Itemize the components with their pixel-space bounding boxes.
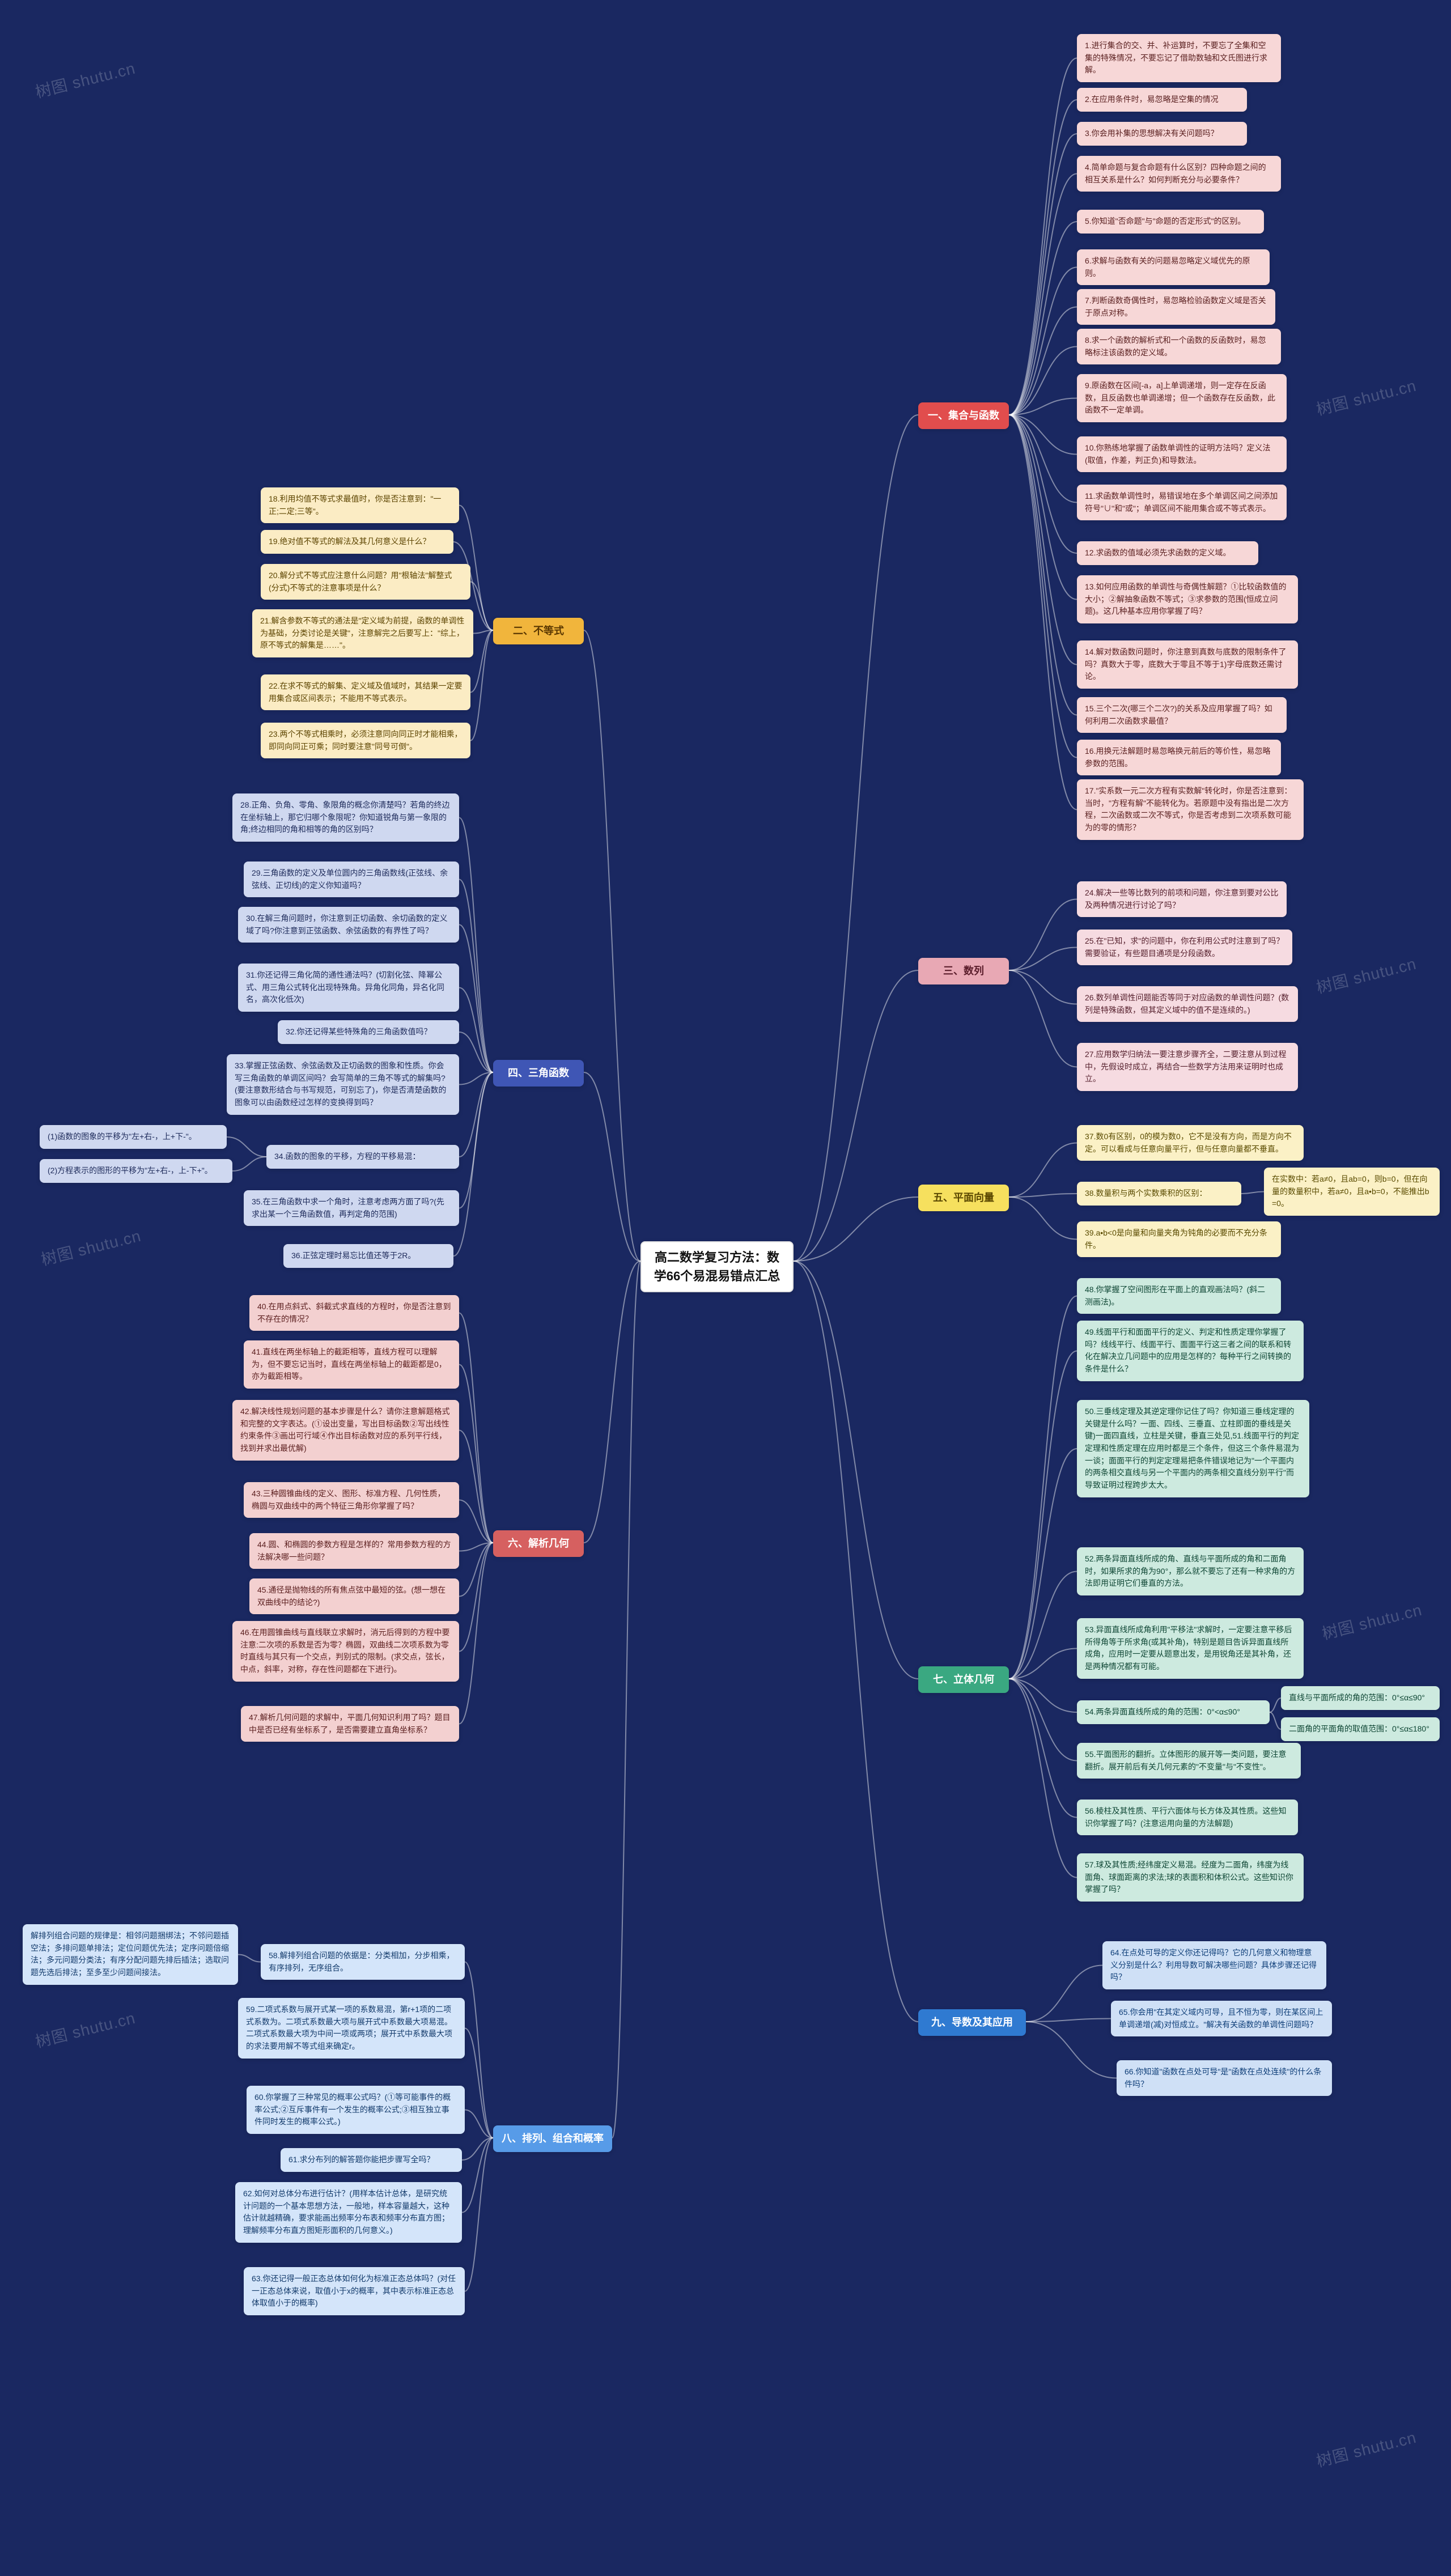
leaf: 5.你知道"否命题"与"命题的否定形式"的区别。: [1077, 210, 1264, 234]
leaf: 25.在"已知，求"的问题中，你在利用公式时注意到了吗？需要验证，有些题目通项是…: [1077, 930, 1292, 965]
watermark: 树图 shutu.cn: [1314, 2425, 1419, 2472]
leaf-sub: 二面角的平面角的取值范围：0°≤α≤180°: [1281, 1717, 1440, 1741]
leaf: 18.利用均值不等式求最值时，你是否注意到："一正;二定;三等"。: [261, 487, 459, 523]
leaf: 13.如何应用函数的单调性与奇偶性解题？①比较函数值的大小；②解抽象函数不等式；…: [1077, 575, 1298, 623]
leaf: 60.你掌握了三种常见的概率公式吗？(①等可能事件的概率公式;②互斥事件有一个发…: [247, 2086, 465, 2134]
leaf: 65.你会用"在其定义域内可导，且不恒为零，则在某区间上单调递增(减)对恒成立。…: [1111, 2001, 1332, 2036]
branch-b1: 一、集合与函数: [918, 402, 1009, 429]
leaf: 35.在三角函数中求一个角时，注意考虑两方面了吗?(先求出某一个三角函数值，再判…: [244, 1190, 459, 1226]
leaf: 47.解析几何问题的求解中，平面几何知识利用了吗？题目中是否已经有坐标系了，是否…: [241, 1706, 459, 1742]
leaf: 26.数列单调性问题能否等同于对应函数的单调性问题？(数列是特殊函数，但其定义域…: [1077, 986, 1298, 1022]
leaf-sub: 在实数中：若a≠0，且ab=0，则b=0，但在向量的数量积中，若a≠0，且a•b…: [1264, 1168, 1440, 1216]
leaf: 42.解决线性规划问题的基本步骤是什么？请你注意解题格式和完整的文字表达。(①设…: [232, 1400, 459, 1461]
leaf: 48.你掌握了空间图形在平面上的直观画法吗？(斜二测画法)。: [1077, 1278, 1281, 1314]
leaf: 32.你还记得某些特殊角的三角函数值吗？: [278, 1020, 459, 1044]
leaf-sub: 直线与平面所成的角的范围：0°≤α≤90°: [1281, 1686, 1440, 1710]
watermark: 树图 shutu.cn: [39, 1224, 143, 1271]
leaf: 24.解决一些等比数列的前项和问题，你注意到要对公比及两种情况进行讨论了吗？: [1077, 881, 1287, 917]
leaf: 64.在点处可导的定义你还记得吗？它的几何意义和物理意义分别是什么？利用导数可解…: [1102, 1941, 1326, 1989]
leaf: 16.用换元法解题时易忽略换元前后的等价性，易忽略参数的范围。: [1077, 740, 1281, 775]
leaf: 43.三种圆锥曲线的定义、图形、标准方程、几何性质，椭圆与双曲线中的两个特征三角…: [244, 1482, 459, 1518]
branch-b3: 三、数列: [918, 958, 1009, 984]
leaf: 63.你还记得一般正态总体如何化为标准正态总体吗？(对任一正态总体来说，取值小于…: [244, 2267, 465, 2315]
branch-b2: 二、不等式: [493, 618, 584, 644]
leaf: 34.函数的图象的平移，方程的平移易混：: [266, 1145, 459, 1169]
leaf: 52.两条异面直线所成的角、直线与平面所成的角和二面角时，如果所求的角为90°，…: [1077, 1547, 1304, 1595]
leaf: 53.异面直线所成角利用"平移法"求解时，一定要注意平移后所得角等于所求角(或其…: [1077, 1618, 1304, 1679]
watermark: 树图 shutu.cn: [1314, 374, 1419, 421]
branch-b8: 八、排列、组合和概率: [493, 2125, 612, 2152]
leaf: 44.圆、和椭圆的参数方程是怎样的？常用参数方程的方法解决哪一些问题？: [249, 1533, 459, 1569]
leaf: 20.解分式不等式应注意什么问题？用"根轴法"解整式(分式)不等式的注意事项是什…: [261, 564, 470, 600]
leaf: 58.解排列组合问题的依据是：分类相加，分步相乘，有序排列，无序组合。: [261, 1944, 465, 1980]
leaf: 23.两个不等式相乘时，必须注意同向同正时才能相乘，即同向同正可乘；同时要注意"…: [261, 723, 470, 758]
branch-b4: 四、三角函数: [493, 1060, 584, 1087]
leaf: 37.数0有区别，0的模为数0，它不是没有方向，而是方向不定。可以看成与任意向量…: [1077, 1125, 1304, 1161]
leaf: 3.你会用补集的思想解决有关问题吗？: [1077, 122, 1247, 146]
leaf: 21.解含参数不等式的通法是"定义域为前提，函数的单调性为基础，分类讨论是关键"…: [252, 609, 473, 657]
leaf: 19.绝对值不等式的解法及其几何意义是什么？: [261, 530, 453, 554]
leaf: 22.在求不等式的解集、定义域及值域时，其结果一定要用集合或区间表示；不能用不等…: [261, 674, 470, 710]
leaf: 27.应用数学归纳法一要注意步骤齐全，二要注意从到过程中，先假设时成立，再结合一…: [1077, 1043, 1298, 1091]
watermark: 树图 shutu.cn: [33, 2006, 138, 2053]
leaf: 46.在用圆锥曲线与直线联立求解时，消元后得到的方程中要注意:二次项的系数是否为…: [232, 1621, 459, 1682]
leaf: 1.进行集合的交、并、补运算时，不要忘了全集和空集的特殊情况，不要忘记了借助数轴…: [1077, 34, 1281, 82]
branch-b5: 五、平面向量: [918, 1185, 1009, 1211]
leaf: 38.数量积与两个实数乘积的区别：: [1077, 1182, 1241, 1206]
leaf: 55.平面图形的翻折。立体图形的展开等一类问题，要注意翻折。展开前后有关几何元素…: [1077, 1743, 1301, 1779]
leaf-sub: 解排列组合问题的规律是：相邻问题捆绑法；不邻问题插空法；多排问题单排法；定位问题…: [23, 1924, 238, 1985]
leaf: 7.判断函数奇偶性时，易忽略检验函数定义域是否关于原点对称。: [1077, 289, 1275, 325]
branch-b6: 六、解析几何: [493, 1530, 584, 1557]
leaf: 54.两条异面直线所成的角的范围：0°<α≤90°: [1077, 1700, 1270, 1724]
branch-b7: 七、立体几何: [918, 1666, 1009, 1693]
leaf: 28.正角、负角、零角、象限角的概念你清楚吗？若角的终边在坐标轴上，那它归哪个象…: [232, 793, 459, 842]
leaf: 4.简单命题与复合命题有什么区别？四种命题之间的相互关系是什么？如何判断充分与必…: [1077, 156, 1281, 192]
leaf: 56.棱柱及其性质、平行六面体与长方体及其性质。这些知识你掌握了吗？(注意运用向…: [1077, 1800, 1298, 1835]
leaf: 2.在应用条件时，易忽略是空集的情况: [1077, 88, 1247, 112]
leaf-sub: (1)函数的图象的平移为"左+右-，上+下-"。: [40, 1125, 227, 1149]
leaf: 6.求解与函数有关的问题易忽略定义域优先的原则。: [1077, 249, 1270, 285]
leaf: 17."实系数一元二次方程有实数解"转化时，你是否注意到：当时，"方程有解"不能…: [1077, 779, 1304, 840]
leaf: 50.三垂线定理及其逆定理你记住了吗？你知道三垂线定理的关键是什么吗？一面、四线…: [1077, 1400, 1309, 1497]
leaf: 10.你熟练地掌握了函数单调性的证明方法吗？定义法(取值，作差，判正负)和导数法…: [1077, 436, 1287, 472]
leaf: 9.原函数在区间[-a，a]上单调递增，则一定存在反函数，且反函数也单调递增；但…: [1077, 374, 1287, 422]
leaf: 30.在解三角问题时，你注意到正切函数、余切函数的定义域了吗?你注意到正弦函数、…: [238, 907, 459, 943]
leaf: 31.你还记得三角化简的通性通法吗？(切割化弦、降幂公式、用三角公式转化出现特殊…: [238, 964, 459, 1012]
leaf: 39.a•b<0是向量和向量夹角为钝角的必要而不充分条件。: [1077, 1221, 1281, 1257]
leaf: 62.如何对总体分布进行估计？(用样本估计总体，是研究统计问题的一个基本思想方法…: [235, 2182, 462, 2243]
leaf: 41.直线在两坐标轴上的截距相等，直线方程可以理解为，但不要忘记当时，直线在两坐…: [244, 1340, 459, 1389]
watermark: 树图 shutu.cn: [1314, 952, 1419, 999]
leaf: 36.正弦定理时易忘比值还等于2R。: [283, 1244, 453, 1268]
leaf: 59.二项式系数与展开式某一项的系数易混，第r+1项的二项式系数为。二项式系数最…: [238, 1998, 465, 2059]
leaf: 45.通径是抛物线的所有焦点弦中最短的弦。(想一想在双曲线中的结论?): [249, 1578, 459, 1614]
leaf-sub: (2)方程表示的图形的平移为"左+右-，上-下+"。: [40, 1159, 232, 1183]
leaf: 12.求函数的值域必须先求函数的定义域。: [1077, 541, 1258, 565]
leaf: 8.求一个函数的解析式和一个函数的反函数时，易忽略标注该函数的定义域。: [1077, 329, 1281, 364]
leaf: 61.求分布列的解答题你能把步骤写全吗？: [281, 2148, 462, 2172]
root-node: 高二数学复习方法：数学66个易混易错点汇总: [640, 1241, 794, 1292]
leaf: 11.求函数单调性时，易错误地在多个单调区间之间添加符号"∪"和"或"；单调区间…: [1077, 485, 1287, 520]
leaf: 15.三个二次(哪三个二次?)的关系及应用掌握了吗？如何利用二次函数求最值？: [1077, 697, 1287, 733]
leaf: 57.球及其性质;经纬度定义易混。经度为二面角，纬度为线面角、球面距离的求法;球…: [1077, 1853, 1304, 1902]
leaf: 29.三角函数的定义及单位圆内的三角函数线(正弦线、余弦线、正切线)的定义你知道…: [244, 862, 459, 897]
leaf: 14.解对数函数问题时，你注意到真数与底数的限制条件了吗？真数大于零，底数大于零…: [1077, 640, 1298, 689]
leaf: 40.在用点斜式、斜截式求直线的方程时，你是否注意到不存在的情况？: [249, 1295, 459, 1331]
branch-b9: 九、导数及其应用: [918, 2009, 1026, 2036]
watermark: 树图 shutu.cn: [33, 56, 138, 103]
leaf: 66.你知道"函数在点处可导"是"函数在点处连续"的什么条件吗？: [1117, 2060, 1332, 2096]
leaf: 49.线面平行和面面平行的定义、判定和性质定理你掌握了吗？线线平行、线面平行、面…: [1077, 1321, 1304, 1381]
leaf: 33.掌握正弦函数、余弦函数及正切函数的图象和性质。你会写三角函数的单调区间吗？…: [227, 1054, 459, 1115]
watermark: 树图 shutu.cn: [1320, 1598, 1424, 1645]
